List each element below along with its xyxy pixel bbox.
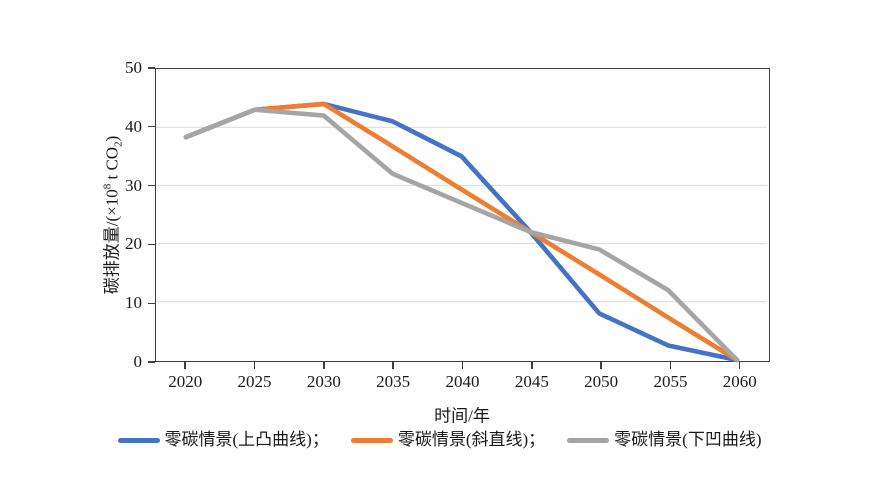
x-tick-mark <box>669 362 672 369</box>
x-tick-mark <box>392 362 394 369</box>
y-tick-label: 20 <box>125 234 142 254</box>
legend-item: 零碳情景(上凸曲线)； <box>117 430 329 450</box>
x-tick-mark <box>461 362 464 369</box>
y-tick-label: 0 <box>133 352 143 372</box>
y-tick-label: 40 <box>125 116 142 136</box>
legend-item: 零碳情景(下凹曲线) <box>567 430 761 450</box>
legend-item: 零碳情景(斜直线)； <box>350 430 546 450</box>
x-tick-label: 2035 <box>376 372 411 391</box>
y-tick-mark <box>148 243 155 246</box>
y-tick-mark <box>148 184 155 187</box>
legend-swatch <box>350 437 393 443</box>
series-line-零碳情景(斜直线) <box>183 101 740 363</box>
y-tick-label: 10 <box>125 293 142 313</box>
series-line-零碳情景(上凸曲线) <box>183 101 740 363</box>
x-tick-mark <box>253 362 256 369</box>
legend-label: 零碳情景(斜直线)； <box>397 430 546 449</box>
x-tick-label: 2030 <box>306 372 341 391</box>
plot-svg <box>156 101 767 363</box>
x-tick-mark <box>323 362 325 369</box>
y-axis: 0 10 20 30 40 50 <box>0 59 155 370</box>
legend-swatch <box>567 437 610 443</box>
x-tick-mark <box>184 362 186 369</box>
x-tick-label: 2025 <box>237 372 272 391</box>
x-tick-label: 2020 <box>168 372 203 391</box>
x-axis-title: 时间/年 <box>434 406 490 426</box>
y-tick-label: 30 <box>125 175 142 195</box>
legend: 零碳情景(上凸曲线)； 零碳情景(斜直线)； 零碳情景(下凹曲线) <box>0 430 879 450</box>
legend-swatch <box>117 437 160 443</box>
x-tick-mark <box>739 362 741 369</box>
plot-area <box>155 68 770 363</box>
y-tick-mark <box>148 126 155 128</box>
x-tick-label: 2045 <box>514 372 549 391</box>
series-line-零碳情景(下凹曲线) <box>183 107 740 363</box>
y-tick-mark <box>148 361 155 363</box>
y-tick-mark <box>148 67 155 69</box>
y-tick-mark <box>148 302 155 304</box>
x-tick-mark <box>531 362 533 369</box>
x-tick-label: 2050 <box>584 372 619 391</box>
legend-label: 零碳情景(下凹曲线) <box>614 430 762 449</box>
x-axis: 2020 2025 2030 2035 2040 2045 2050 2055 2060 <box>155 362 770 402</box>
x-tick-label: 2055 <box>653 372 688 391</box>
x-tick-label: 2060 <box>722 372 757 391</box>
x-tick-mark <box>600 362 602 369</box>
y-tick-label: 50 <box>125 58 142 78</box>
legend-label: 零碳情景(上凸曲线)； <box>164 430 329 449</box>
x-tick-label: 2040 <box>445 372 480 391</box>
